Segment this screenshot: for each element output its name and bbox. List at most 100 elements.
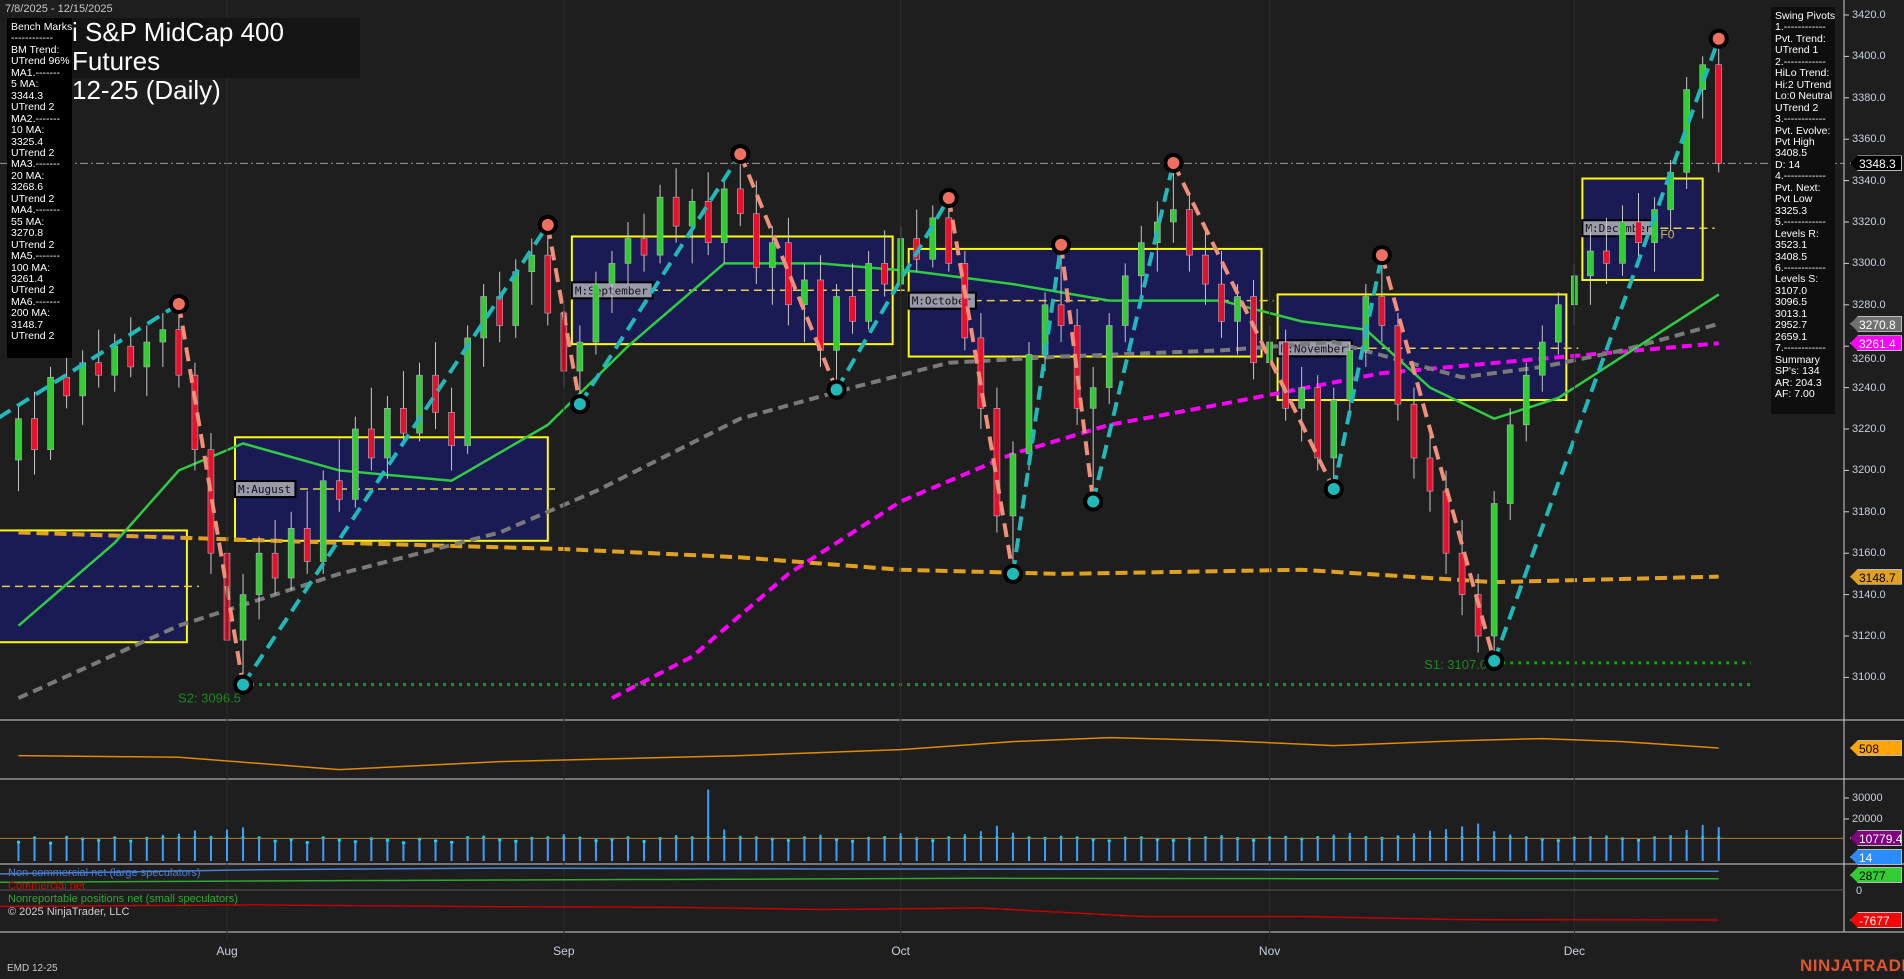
monthly-label-bg	[907, 291, 977, 310]
swing-pivot-line: Hi:2 UTrend	[1775, 78, 1832, 91]
bench-mark-line: UTrend 96%	[11, 55, 70, 68]
swing-pivot-line: 3.------------	[1775, 113, 1826, 126]
swing-low-pivot	[1083, 491, 1104, 512]
bench-mark-line: UTrend 2	[11, 146, 55, 159]
bench-mark-line: MA2.-------	[11, 112, 60, 125]
candle-up	[319, 480, 327, 562]
volume-dot	[786, 838, 791, 843]
candle-down	[1603, 250, 1610, 264]
bench-mark-line: 3344.3	[11, 89, 44, 102]
x-tick-label: Oct	[891, 944, 910, 958]
swing-pivot-line: 2.------------	[1775, 55, 1826, 68]
volume-bar	[1717, 827, 1720, 861]
candle-up	[1298, 387, 1305, 409]
swing-pivot-line: AF: 7.00	[1775, 387, 1815, 400]
bench-mark-line: UTrend 2	[11, 284, 55, 297]
volume-bar	[1525, 837, 1528, 861]
candle-down	[1314, 387, 1322, 459]
volume-bar	[1236, 838, 1239, 861]
volume-bar	[1252, 840, 1255, 861]
y-tick-label: 3240.0	[1852, 381, 1886, 394]
swing-up-line	[834, 196, 951, 391]
volume-bar	[1076, 837, 1079, 861]
bench-mark-line: ------------	[11, 32, 53, 45]
bench-mark-line: 100 MA:	[11, 261, 51, 274]
candle-down	[961, 263, 969, 339]
ninjatrader-logo: NINJATRADER	[1800, 956, 1904, 975]
candle-down	[95, 362, 102, 376]
candle-down	[432, 374, 439, 413]
swing-down-line	[1379, 254, 1497, 662]
volume-bar	[1316, 836, 1319, 861]
volume-bar	[1685, 829, 1688, 861]
swing-pivot-line: Summary	[1775, 353, 1820, 366]
swing-pivot-line: 3107.0	[1775, 284, 1808, 297]
candle-up	[1170, 209, 1177, 223]
swing-high-pivot	[1708, 28, 1729, 49]
monthly-box-label: M:December	[1585, 222, 1652, 235]
volume-bar	[97, 840, 100, 861]
volume-bar	[739, 835, 742, 861]
volume-dot	[1636, 838, 1641, 842]
candle-down	[817, 279, 824, 351]
volume-bar	[995, 825, 998, 861]
volume-bar	[1044, 838, 1047, 861]
volume-dot	[16, 840, 21, 844]
bench-mark-line: Bench Marks	[11, 21, 73, 33]
volume-dot	[401, 841, 406, 845]
candle-down	[1202, 254, 1209, 285]
swing-pivot-line: Pvt. Trend:	[1775, 32, 1826, 45]
candle-down	[127, 345, 135, 368]
candle-down	[881, 263, 888, 285]
volume-bar	[1493, 831, 1496, 861]
candle-down	[1458, 552, 1466, 595]
price-tag: 3148.7	[1850, 568, 1902, 585]
bench-mark-line: MA6.-------	[11, 295, 60, 308]
bench-marks-panel: Bench Marks ------------ BM Trend: UTrend 9…	[7, 18, 72, 358]
volume-dot	[385, 838, 389, 842]
monthly-box-label: M:November	[1281, 342, 1348, 355]
candle-down	[400, 407, 407, 434]
volume-bar	[466, 836, 469, 861]
volume-bar	[258, 837, 261, 861]
price-tag: 3348.3	[1850, 155, 1902, 172]
swing-high-pivot	[537, 214, 558, 235]
price-tag: 3270.8	[1850, 315, 1902, 332]
swing-pivot-line: 3013.1	[1775, 307, 1808, 320]
candle-up	[865, 263, 872, 322]
swing-pivots-panel: Swing Pivots 1.------------ Pvt. Trend: UTr…	[1771, 7, 1835, 414]
swing-high-pivot	[1051, 234, 1072, 255]
x-tick-label: Dec	[1564, 944, 1585, 958]
swing-up-line	[0, 302, 180, 420]
y-tick-label: 3260.0	[1852, 353, 1886, 366]
swing-up-line	[1492, 38, 1721, 662]
legend-nonreportable: Nonreportable positions net (small specu…	[8, 893, 238, 905]
candle-down	[640, 238, 648, 256]
candle-up	[1587, 250, 1594, 277]
volume-bar	[947, 837, 950, 861]
candle-down	[191, 374, 199, 450]
candle-up	[464, 337, 471, 446]
volume-bar	[1300, 838, 1303, 861]
swing-pivot-line: AR: 204.3	[1775, 376, 1822, 389]
candle-up	[576, 341, 584, 372]
y-tick-label: 3360.0	[1852, 133, 1886, 146]
volume-bar	[707, 789, 710, 861]
swing-pivot-line: 5.------------	[1775, 216, 1826, 229]
volume-dot	[1556, 839, 1560, 843]
volume-bar	[835, 839, 838, 861]
candle-down	[175, 329, 183, 376]
swing-high-pivot	[1371, 245, 1392, 266]
y-tick-label: 3100.0	[1852, 671, 1886, 684]
volume-bar	[177, 833, 180, 861]
volume-bar	[1108, 840, 1111, 861]
swing-low-pivot	[1323, 479, 1344, 500]
volume-bar	[1220, 834, 1223, 861]
oscillator-line	[18, 736, 1719, 771]
volume-bar	[1461, 826, 1464, 861]
volume-bar	[1637, 840, 1640, 861]
candle-up	[624, 238, 632, 264]
candle-down	[785, 242, 792, 306]
candle-up	[1137, 242, 1145, 277]
